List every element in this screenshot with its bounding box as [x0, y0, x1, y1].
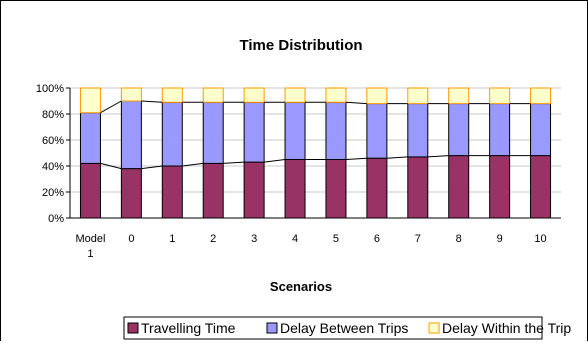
- bar-segment-delay-within-the-trip: [448, 87, 470, 105]
- x-tick-label: 9: [497, 233, 503, 245]
- x-tick-label: Model 1: [75, 233, 105, 260]
- chart-title: Time Distribution: [239, 37, 362, 54]
- bar-segment-delay-between-trips: [407, 103, 429, 158]
- bar-segment-delay-within-the-trip: [243, 87, 265, 103]
- bar-segment-delay-within-the-trip: [366, 87, 388, 105]
- bar-segment-travelling-time: [448, 155, 470, 219]
- legend: Travelling Time Delay Between Trips Delay …: [123, 316, 571, 340]
- bar-segment-delay-between-trips: [284, 101, 306, 161]
- y-tick-label: 20%: [42, 187, 64, 199]
- series-line: [386, 156, 408, 159]
- series-line: [141, 100, 163, 103]
- bar-segment-travelling-time: [366, 157, 388, 219]
- x-tick-label: 4: [292, 233, 298, 245]
- bar-segment-delay-within-the-trip: [202, 87, 224, 103]
- x-tick-label: 6: [374, 233, 380, 245]
- bars: [79, 87, 552, 219]
- series-line: [345, 157, 367, 160]
- y-tick-label: 60%: [42, 135, 64, 147]
- axes: 0% 20% 40% 60% 80% 100% Model 1 0 1 2 3 4 5 6 7 8 9 10: [36, 83, 561, 260]
- series-line: [100, 100, 122, 114]
- bar-segment-delay-between-trips: [366, 103, 388, 159]
- bar-segment-delay-between-trips: [325, 101, 347, 161]
- bar-segment-delay-between-trips: [120, 100, 142, 170]
- series-lines: [100, 100, 531, 170]
- bar-segment-delay-between-trips: [161, 101, 183, 167]
- x-axis-title: Scenarios: [270, 279, 332, 294]
- bar-segment-travelling-time: [530, 155, 552, 219]
- y-tick-label: 0%: [48, 213, 64, 225]
- bar-segment-delay-within-the-trip: [407, 87, 429, 105]
- series-line: [100, 162, 122, 170]
- bar-segment-delay-within-the-trip: [161, 87, 183, 103]
- series-line: [427, 155, 449, 158]
- bar-segment-delay-within-the-trip: [120, 87, 142, 102]
- bar-segment-delay-between-trips: [530, 103, 552, 157]
- series-line: [223, 161, 245, 164]
- bar-segment-delay-between-trips: [79, 112, 101, 164]
- x-tick-label: 7: [415, 233, 421, 245]
- x-tick-label: 3: [251, 233, 257, 245]
- series-line: [141, 165, 163, 170]
- bar-segment-delay-within-the-trip: [284, 87, 306, 103]
- bar-segment-delay-between-trips: [489, 103, 511, 157]
- legend-label: Delay Within the Trip: [442, 320, 571, 336]
- bar-segment-delay-between-trips: [243, 101, 265, 163]
- series-line: [264, 159, 286, 163]
- bar-segment-travelling-time: [325, 159, 347, 219]
- y-tick-label: 100%: [36, 83, 64, 95]
- bar-segment-travelling-time: [120, 168, 142, 219]
- bar-segment-delay-within-the-trip: [489, 87, 511, 105]
- x-tick-label: 1: [169, 233, 175, 245]
- bar-segment-travelling-time: [79, 162, 101, 219]
- bar-segment-delay-within-the-trip: [79, 87, 101, 114]
- y-tick-label: 80%: [42, 109, 64, 121]
- bar-segment-delay-between-trips: [448, 103, 470, 157]
- bar-segment-travelling-time: [202, 162, 224, 219]
- bar-segment-delay-within-the-trip: [530, 87, 552, 105]
- x-tick-label: 0: [128, 233, 134, 245]
- bar-segment-travelling-time: [489, 155, 511, 219]
- bar-segment-delay-within-the-trip: [325, 87, 347, 103]
- bar-segment-travelling-time: [407, 156, 429, 219]
- bar-segment-travelling-time: [243, 161, 265, 219]
- gridlines: [70, 87, 561, 193]
- x-tick-label: 5: [333, 233, 339, 245]
- x-tick-label: 2: [210, 233, 216, 245]
- x-tick-label: 8: [456, 233, 462, 245]
- series-line: [182, 162, 204, 167]
- x-tick-label: 10: [534, 233, 546, 245]
- legend-label: Delay Between Trips: [280, 320, 408, 336]
- legend-label: Travelling Time: [141, 320, 236, 336]
- bar-segment-delay-between-trips: [202, 101, 224, 164]
- bar-segment-travelling-time: [161, 165, 183, 219]
- legend-swatch: [127, 322, 139, 334]
- bar-segment-travelling-time: [284, 159, 306, 219]
- legend-swatch: [266, 322, 278, 334]
- legend-swatch: [428, 322, 440, 334]
- series-line: [345, 101, 367, 105]
- y-tick-label: 40%: [42, 161, 64, 173]
